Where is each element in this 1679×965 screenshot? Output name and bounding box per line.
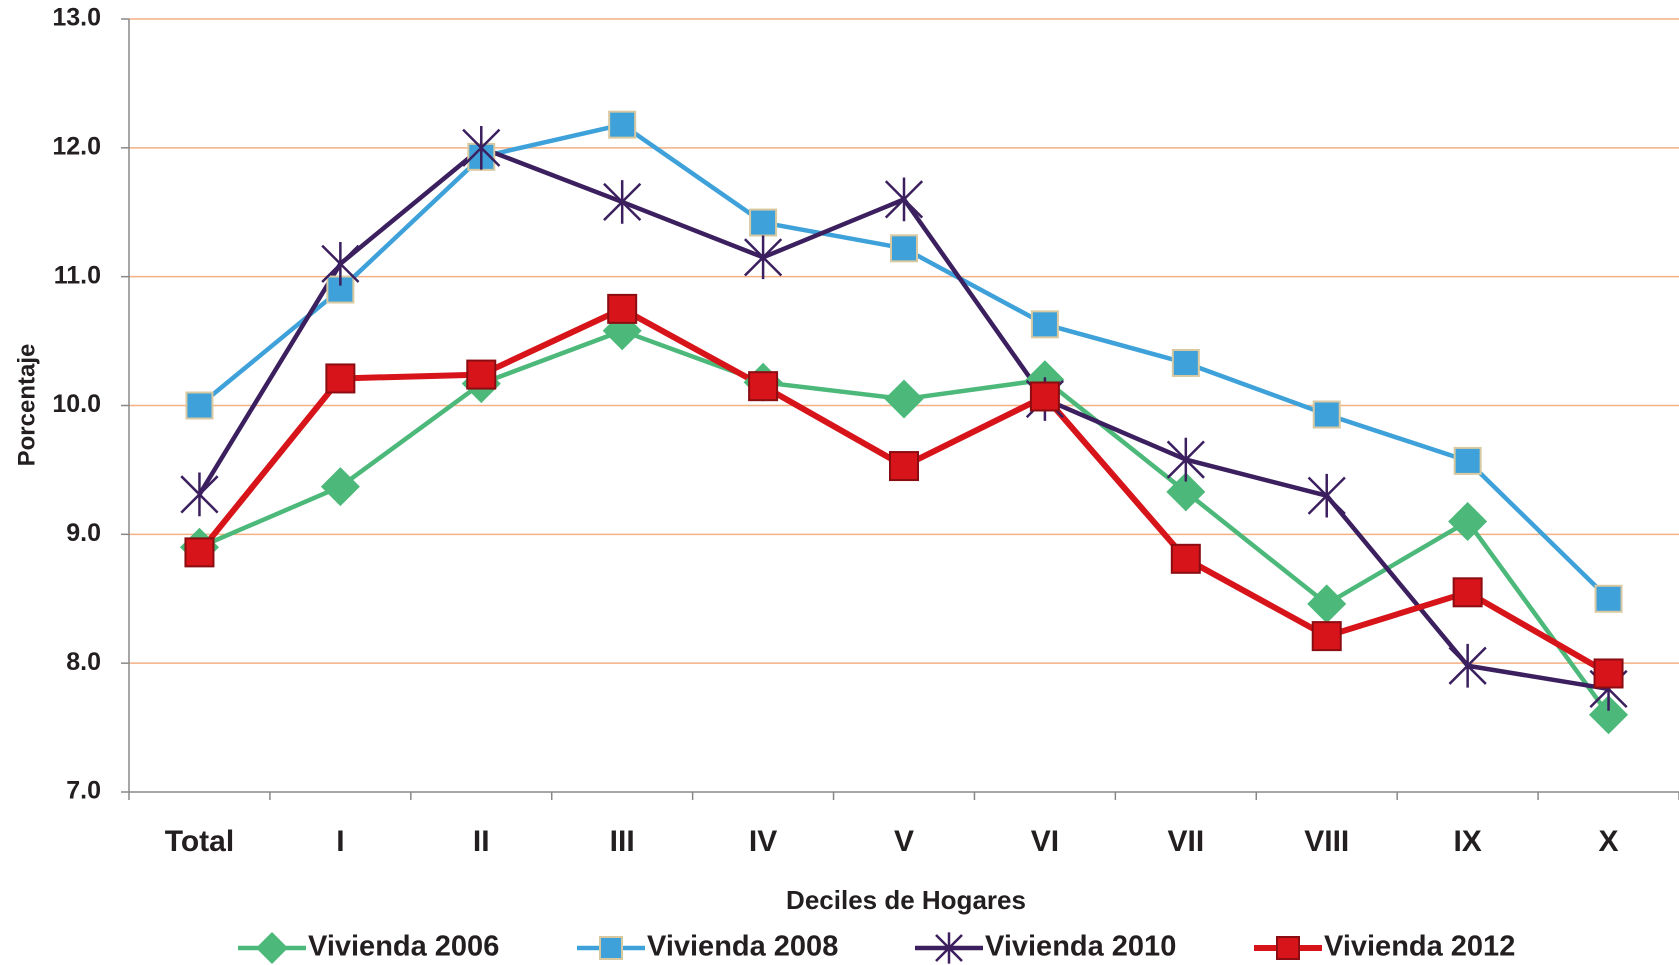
series-line [197, 305, 1611, 677]
point [462, 125, 501, 170]
x-tick-label: II [473, 825, 490, 858]
point [1166, 472, 1206, 512]
point [1166, 437, 1205, 482]
x-tick-label: IV [749, 825, 777, 858]
legend-swatch [935, 932, 963, 964]
y-tick-label: 11.0 [54, 261, 101, 289]
point [608, 110, 637, 139]
x-tick-label: VI [1031, 825, 1059, 858]
x-tick-label: VIII [1304, 825, 1349, 858]
point [1593, 658, 1624, 689]
y-axis-title: Porcentaje [13, 344, 40, 467]
x-tick-label: VII [1167, 825, 1204, 858]
point [884, 177, 924, 222]
point [184, 537, 215, 568]
legend-swatch [256, 932, 288, 964]
point [180, 472, 219, 517]
x-tick-label: V [894, 825, 914, 858]
point [1452, 577, 1483, 608]
point [185, 391, 214, 420]
point [1589, 695, 1629, 735]
point [1170, 543, 1201, 574]
point [1307, 584, 1347, 624]
point [1312, 400, 1341, 429]
legend-label: Vivienda 2008 [647, 931, 838, 963]
x-tick-label: I [336, 825, 344, 858]
x-tick-label: X [1599, 825, 1619, 858]
point [466, 359, 497, 390]
point [890, 234, 918, 263]
y-tick-label: 13.0 [52, 4, 101, 32]
legend-label: Vivienda 2006 [308, 931, 499, 963]
point [1311, 621, 1342, 652]
point [744, 235, 783, 280]
point [884, 379, 924, 419]
x-tick-label: Total [165, 825, 234, 858]
point [325, 363, 356, 394]
y-tick-label: 8.0 [66, 648, 101, 676]
point [1171, 348, 1200, 377]
legend-label: Vivienda 2010 [985, 931, 1176, 963]
point [320, 467, 360, 507]
legend-label: Vivienda 2012 [1324, 931, 1515, 963]
point [1029, 381, 1060, 412]
point [1453, 446, 1482, 475]
y-tick-label: 12.0 [52, 132, 101, 160]
point [889, 451, 919, 482]
point [1448, 501, 1488, 541]
point [749, 208, 778, 237]
y-tick-label: 10.0 [52, 390, 101, 418]
point [321, 241, 360, 286]
point [603, 180, 642, 224]
point [1448, 643, 1487, 688]
x-tick-label: IX [1453, 825, 1481, 858]
point [748, 371, 779, 402]
point [1594, 584, 1623, 613]
x-axis-title: Deciles de Hogares [786, 885, 1026, 915]
point [1030, 310, 1059, 339]
point [1307, 473, 1346, 518]
legend-swatch [1276, 936, 1300, 960]
y-tick-label: 7.0 [66, 777, 101, 805]
point [607, 293, 638, 324]
x-tick-label: III [610, 825, 635, 858]
y-tick-label: 9.0 [66, 519, 101, 547]
legend-swatch [599, 936, 623, 960]
